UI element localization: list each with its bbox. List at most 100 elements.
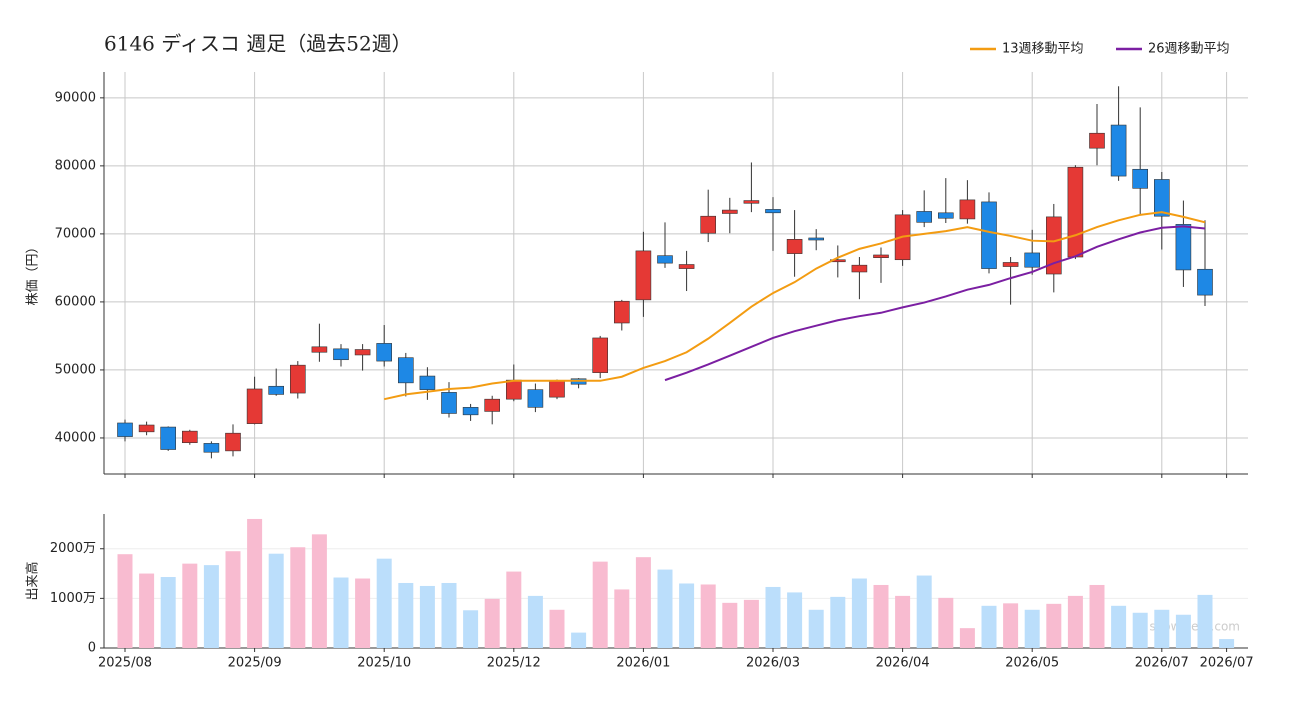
candle-body (203, 443, 220, 453)
candle-body (354, 349, 371, 356)
y-tick-label: 70000 (55, 226, 96, 241)
ma-line (664, 225, 1206, 382)
volume-bar (981, 605, 997, 648)
x-tick-label: 2026/07 (1200, 656, 1254, 671)
volume-bar (765, 586, 781, 648)
candle-body (225, 432, 241, 452)
x-tick-label: 2025/12 (487, 656, 541, 671)
x-tick-label: 2025/08 (98, 656, 152, 671)
volume-bar (743, 599, 759, 648)
candle-body (1197, 268, 1213, 296)
candle-body (376, 343, 393, 362)
candle-body (289, 364, 306, 394)
volume-bar (635, 557, 651, 648)
volume-bar (139, 573, 155, 648)
volume-bar (527, 595, 543, 648)
volume-bar (592, 561, 608, 648)
candle-body (527, 389, 544, 408)
candle-body (959, 199, 976, 220)
volume-bar (873, 584, 889, 648)
volume-bar (203, 565, 219, 648)
volume-bar (463, 610, 479, 648)
candle-body (311, 346, 328, 353)
y-tick-label: 80000 (55, 158, 96, 173)
candle-body (1132, 168, 1148, 189)
volume-bar (657, 569, 673, 648)
candle-body (441, 392, 457, 414)
volume-bar (1003, 603, 1019, 648)
x-tick-label: 2026/04 (876, 656, 930, 671)
volume-bar (1046, 603, 1062, 648)
volume-bar (571, 632, 587, 648)
candle-body (1089, 132, 1105, 149)
volume-bar (614, 589, 630, 648)
candle-body (1002, 262, 1019, 267)
volume-bar (959, 628, 975, 648)
candle-body (117, 422, 133, 437)
volume-bar (1111, 605, 1127, 648)
y-tick-label: 1000万 (50, 591, 96, 606)
candle-body (743, 200, 760, 204)
candle-body (592, 337, 609, 373)
candle-body (549, 380, 565, 398)
y-tick-label: 50000 (55, 362, 96, 377)
volume-bar (895, 595, 911, 648)
y-axis-title: 株価（円） (26, 240, 41, 305)
volume-bar (398, 582, 414, 648)
y-tick-label: 60000 (55, 294, 96, 309)
volume-bar (1219, 639, 1235, 648)
candle-body (160, 426, 176, 450)
candle-body (1110, 124, 1127, 177)
candle-body (657, 255, 673, 264)
candle-body (505, 379, 522, 400)
candle-body (700, 215, 717, 234)
candle-body (765, 209, 781, 214)
legend-label: 13週移動平均 (1002, 42, 1084, 57)
candle-body (1046, 216, 1062, 275)
candle-body (138, 424, 155, 433)
volume-bar (1089, 584, 1105, 648)
y-axis-title: 出来高 (25, 561, 41, 600)
watermark: show-zeet.com (1149, 620, 1240, 634)
candle-body (246, 388, 263, 424)
volume-bar (1175, 614, 1191, 648)
candle-body (397, 357, 414, 384)
volume-bar (1024, 609, 1040, 648)
volume-bar (333, 577, 349, 648)
x-tick-label: 2026/05 (1005, 656, 1059, 671)
candle-body (678, 264, 695, 269)
candle-body (268, 385, 285, 395)
volume-bar (1132, 612, 1148, 648)
candle-body (721, 209, 738, 214)
x-tick-label: 2026/07 (1135, 656, 1189, 671)
candle-body (916, 211, 933, 223)
x-tick-label: 2025/09 (228, 656, 282, 671)
volume-bar (679, 583, 695, 648)
y-tick-label: 0 (88, 641, 96, 656)
volume-bar (808, 609, 824, 648)
volume-bar (160, 577, 176, 648)
candle-body (786, 239, 803, 254)
volume-bar (787, 592, 803, 648)
volume-bar (355, 578, 371, 648)
x-tick-label: 2026/03 (746, 656, 800, 671)
volume-bar (268, 553, 284, 648)
x-tick-label: 2025/10 (357, 656, 411, 671)
candle-body (808, 237, 825, 241)
candle-body (484, 398, 501, 412)
ma-line (383, 211, 1206, 401)
candle-body (462, 407, 479, 416)
volume-bar (851, 578, 867, 648)
volume-bar (484, 598, 500, 648)
volume-bar (549, 609, 565, 648)
volume-bar (376, 558, 392, 648)
candle-body (635, 250, 652, 301)
volume-bar (441, 582, 457, 648)
y-tick-label: 40000 (55, 430, 96, 445)
candle-body (182, 430, 198, 444)
x-tick-label: 2026/01 (616, 656, 670, 671)
y-tick-label: 90000 (55, 90, 96, 105)
volume-bar (182, 563, 198, 648)
volume-bar (225, 551, 241, 648)
